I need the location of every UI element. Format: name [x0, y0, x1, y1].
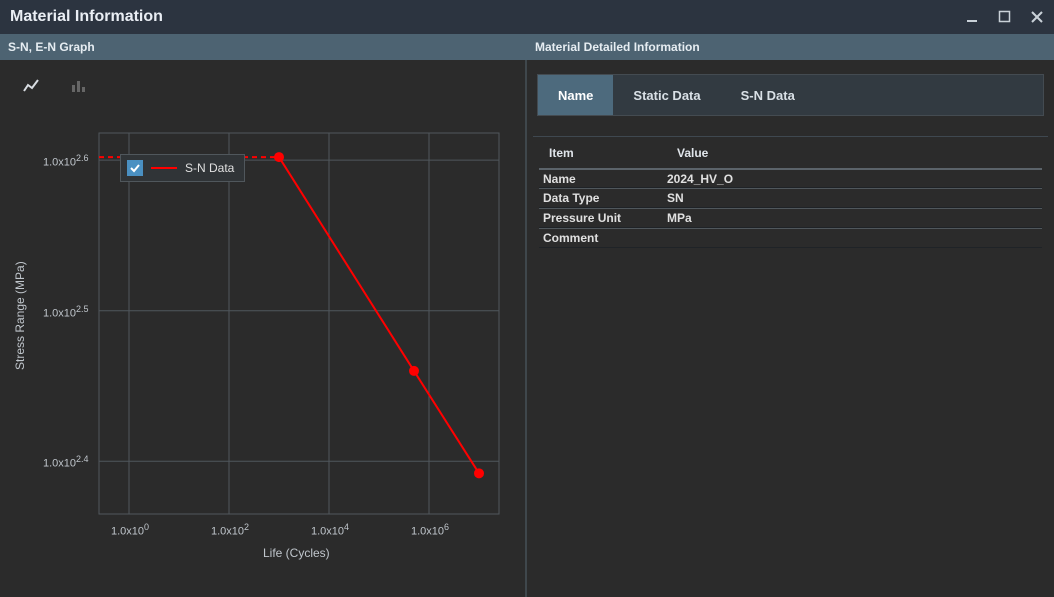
- y-axis-label: Stress Range (MPa): [13, 261, 27, 370]
- tick-label: 1.0x102.4: [43, 454, 89, 470]
- column-header-value: Value: [677, 146, 1048, 160]
- graph-panel-title: S-N, E-N Graph: [0, 40, 527, 54]
- tick-label: 1.0x106: [411, 522, 449, 538]
- table-row: Data TypeSN: [539, 188, 1042, 208]
- tab-static-data[interactable]: Static Data: [613, 75, 720, 115]
- chart-legend[interactable]: S-N Data: [120, 154, 245, 182]
- x-axis-label: Life (Cycles): [263, 546, 330, 560]
- tick-label: 1.0x102.5: [43, 304, 89, 320]
- minimize-icon[interactable]: [966, 10, 980, 24]
- cell-value: 2024_HV_O: [667, 172, 1042, 186]
- legend-swatch: [151, 167, 177, 169]
- close-icon[interactable]: [1030, 10, 1044, 24]
- cell-value: SN: [667, 191, 1042, 205]
- tab-s-n-data[interactable]: S-N Data: [721, 75, 815, 115]
- table-row: Pressure UnitMPa: [539, 208, 1042, 228]
- cell-item: Data Type: [539, 191, 667, 205]
- cell-value: MPa: [667, 211, 1042, 225]
- tick-label: 1.0x100: [111, 522, 149, 538]
- tab-name[interactable]: Name: [538, 75, 613, 115]
- cell-item: Comment: [539, 231, 667, 245]
- legend-label: S-N Data: [185, 161, 234, 175]
- maximize-icon[interactable]: [998, 10, 1012, 24]
- table-row: Comment: [539, 228, 1042, 248]
- bar-chart-icon: [70, 77, 88, 95]
- tick-label: 1.0x102: [211, 522, 249, 538]
- tick-label: 1.0x104: [311, 522, 349, 538]
- detail-panel-title: Material Detailed Information: [527, 40, 1054, 54]
- legend-checkbox-icon[interactable]: [127, 160, 143, 176]
- column-header-item: Item: [549, 146, 677, 160]
- table-row: Name2024_HV_O: [539, 168, 1042, 188]
- section-header: S-N, E-N Graph Material Detailed Informa…: [0, 34, 1054, 60]
- graph-panel: 1.0x100 1.0x102 1.0x104 1.0x106 1.0x102.4 1.0…: [0, 60, 527, 597]
- sn-chart: 1.0x100 1.0x102 1.0x104 1.0x106 1.0x102.4 1.0…: [0, 98, 525, 588]
- window-title: Material Information: [10, 8, 163, 26]
- window-controls: [966, 10, 1044, 24]
- cell-item: Name: [539, 172, 667, 186]
- tick-label: 1.0x102.6: [43, 153, 89, 169]
- cell-item: Pressure Unit: [539, 211, 667, 225]
- line-chart-icon[interactable]: [22, 77, 40, 95]
- detail-panel: NameStatic DataS-N Data Item Value Name2…: [527, 60, 1054, 597]
